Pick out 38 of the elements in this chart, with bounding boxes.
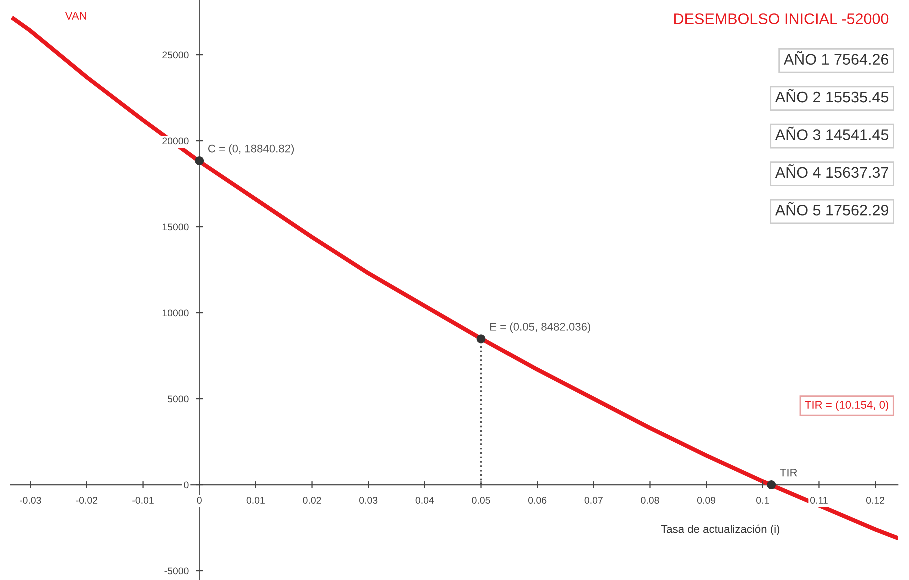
x-tick-label: 0	[197, 497, 202, 504]
point	[195, 156, 204, 166]
x-tick-label: 0.1	[756, 497, 770, 504]
x-axis-title: Tasa de actualización (i)	[661, 524, 780, 536]
annotation: AÑO 2 15535.45	[775, 89, 889, 103]
point	[767, 480, 776, 490]
annotation: AÑO 1 7564.26	[784, 51, 889, 65]
annotation: TIR	[780, 469, 798, 477]
y-tick-label: 0	[184, 482, 189, 489]
annotation: TIR = (10.154, 0)	[805, 400, 889, 412]
x-tick-label: 0.11	[810, 497, 828, 504]
x-tick-label: 0.12	[866, 497, 885, 504]
x-tick-label: 0.06	[528, 497, 547, 504]
annotation: AÑO 5 17562.29	[775, 202, 889, 216]
point	[476, 334, 486, 344]
y-tick-label: 20000	[162, 138, 189, 145]
annotation: E = (0.05, 8482.036)	[490, 322, 591, 334]
x-tick-label: 0.07	[584, 497, 603, 504]
y-tick-label: 25000	[162, 52, 189, 59]
x-tick-label: 0.02	[303, 497, 322, 504]
x-tick-label: 0.04	[416, 497, 434, 504]
annotation: AÑO 4 15637.37	[775, 164, 888, 178]
y-tick-label: 10000	[162, 310, 189, 317]
x-tick-label: 0.08	[641, 497, 660, 504]
annotation: DESEMBOLSO INICIAL -52000	[674, 14, 889, 24]
x-tick-label: 0.03	[360, 497, 378, 504]
annotation: C = (0, 18840.82)	[208, 144, 294, 155]
x-tick-label: -0.02	[76, 497, 98, 504]
x-tick-label: -0.03	[20, 497, 42, 504]
x-tick-label: 0.01	[246, 497, 265, 504]
x-tick-label: 0.05	[472, 497, 490, 504]
y-tick-label: 15000	[162, 224, 189, 231]
annotation: AÑO 3 14541.45	[775, 126, 889, 140]
y-tick-label: -5000	[164, 568, 189, 575]
x-tick-label: -0.01	[132, 497, 154, 504]
y-tick-label: 5000	[168, 396, 189, 403]
text: VAN	[65, 12, 86, 20]
x-tick-label: 0.09	[697, 497, 716, 504]
